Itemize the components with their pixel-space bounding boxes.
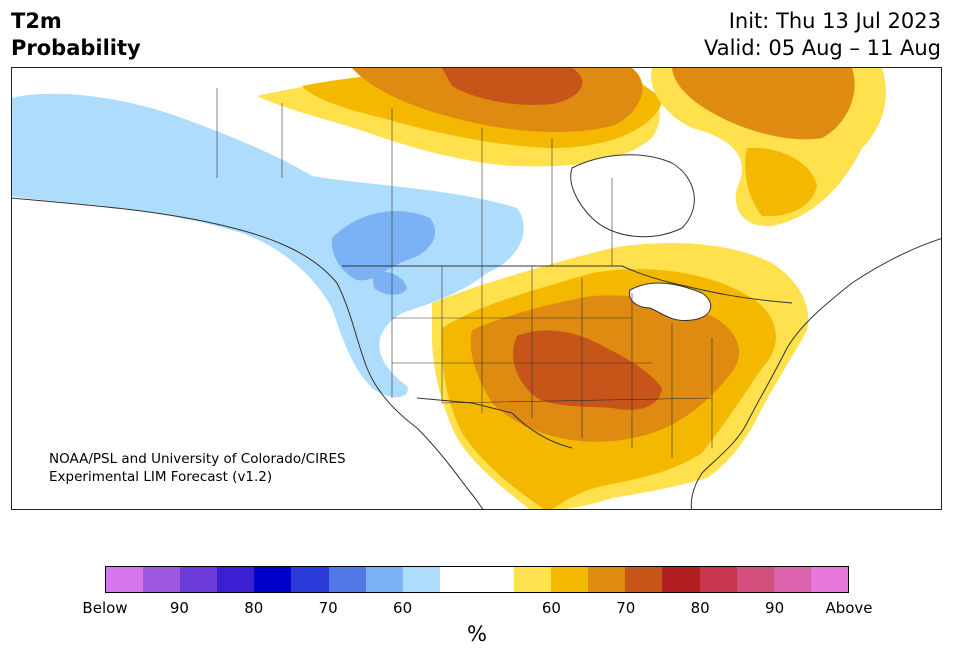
- political-boundaries: [12, 88, 941, 509]
- colorbar-segment: [810, 567, 848, 592]
- colorbar-tick-label: 90: [765, 599, 785, 617]
- colorbar-segment: [773, 567, 811, 592]
- colorbar-tick-label: Above: [825, 599, 873, 617]
- colorbar-tick-label: Below: [82, 599, 128, 617]
- water-bodies: [570, 154, 712, 322]
- below-60-area-northwest: [12, 93, 524, 398]
- colorbar-segment: [143, 567, 181, 592]
- province-lines: [216, 88, 613, 266]
- data-credit: NOAA/PSL and University of Colorado/CIRE…: [49, 450, 346, 486]
- colorbar-segment: [662, 567, 700, 592]
- colorbar-unit: %: [467, 622, 487, 646]
- forecast-dates: Init: Thu 13 Jul 2023 Valid: 05 Aug – 11…: [704, 8, 941, 62]
- colorbar-segment: [551, 567, 589, 592]
- colorbar-tick-label: 70: [616, 599, 636, 617]
- colorbar-segment: [476, 567, 515, 592]
- colorbar: [105, 566, 849, 593]
- map-svg: [12, 68, 941, 509]
- colorbar-tick-label: 80: [244, 599, 264, 617]
- above-75-area-arctic: [442, 68, 583, 105]
- colorbar-segment: [365, 567, 403, 592]
- init-date: Init: Thu 13 Jul 2023: [728, 9, 941, 33]
- colorbar-segment: [106, 567, 144, 592]
- colorbar-segment: [514, 567, 552, 592]
- canada-us-border: [342, 265, 793, 304]
- colorbar-segment: [402, 567, 440, 592]
- colorbar-tick-label: 80: [690, 599, 710, 617]
- colorbar-tick-label: 70: [318, 599, 338, 617]
- colorbar-segment: [736, 567, 774, 592]
- above-70-area-greenland: [672, 68, 855, 140]
- state-lines: [391, 266, 713, 458]
- colorbar-segment: [291, 567, 329, 592]
- below-70-area-canadian-rockies: [331, 211, 436, 281]
- colorbar-segment: [699, 567, 737, 592]
- below-60-area-small: [410, 262, 468, 289]
- great-lakes: [628, 282, 712, 322]
- colorbar-tick-label: 90: [169, 599, 189, 617]
- colorbar-segment: [180, 567, 218, 592]
- above-65-area-hudson: [745, 147, 817, 217]
- below-normal-areas: [12, 93, 524, 398]
- colorbar-segment: [328, 567, 366, 592]
- coastline-east: [690, 238, 941, 509]
- above-75-area-southern-plains: [513, 330, 662, 410]
- colorbar-tick-label: 60: [541, 599, 561, 617]
- colorbar-segment: [625, 567, 663, 592]
- below-70-area-washington: [372, 271, 407, 295]
- valid-range: Valid: 05 Aug – 11 Aug: [703, 36, 941, 60]
- map-title: T2m Probability: [11, 8, 141, 62]
- title-variable: T2m: [11, 9, 62, 33]
- us-mexico-border: [416, 397, 573, 449]
- hudson-bay: [570, 154, 695, 238]
- credit-line-2: Experimental LIM Forecast (v1.2): [49, 469, 273, 485]
- credit-line-1: NOAA/PSL and University of Colorado/CIRE…: [49, 451, 346, 467]
- title-field: Probability: [11, 36, 141, 60]
- colorbar-segment: [439, 567, 477, 592]
- probability-map: [11, 67, 942, 510]
- coastline-west: [12, 197, 484, 509]
- colorbar-segment: [588, 567, 626, 592]
- colorbar-segment: [217, 567, 255, 592]
- colorbar-tick-label: 60: [393, 599, 413, 617]
- colorbar-segment: [254, 567, 292, 592]
